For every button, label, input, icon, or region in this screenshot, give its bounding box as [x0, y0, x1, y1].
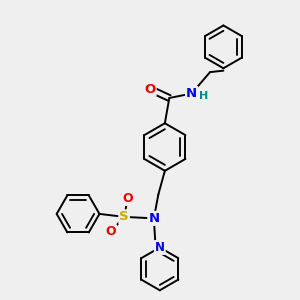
Text: N: N	[155, 241, 165, 254]
Text: O: O	[122, 192, 133, 205]
Text: O: O	[144, 82, 156, 96]
Text: O: O	[106, 225, 116, 238]
Text: N: N	[186, 87, 197, 100]
Text: S: S	[119, 210, 129, 224]
Text: N: N	[148, 212, 159, 225]
Text: H: H	[200, 91, 209, 101]
